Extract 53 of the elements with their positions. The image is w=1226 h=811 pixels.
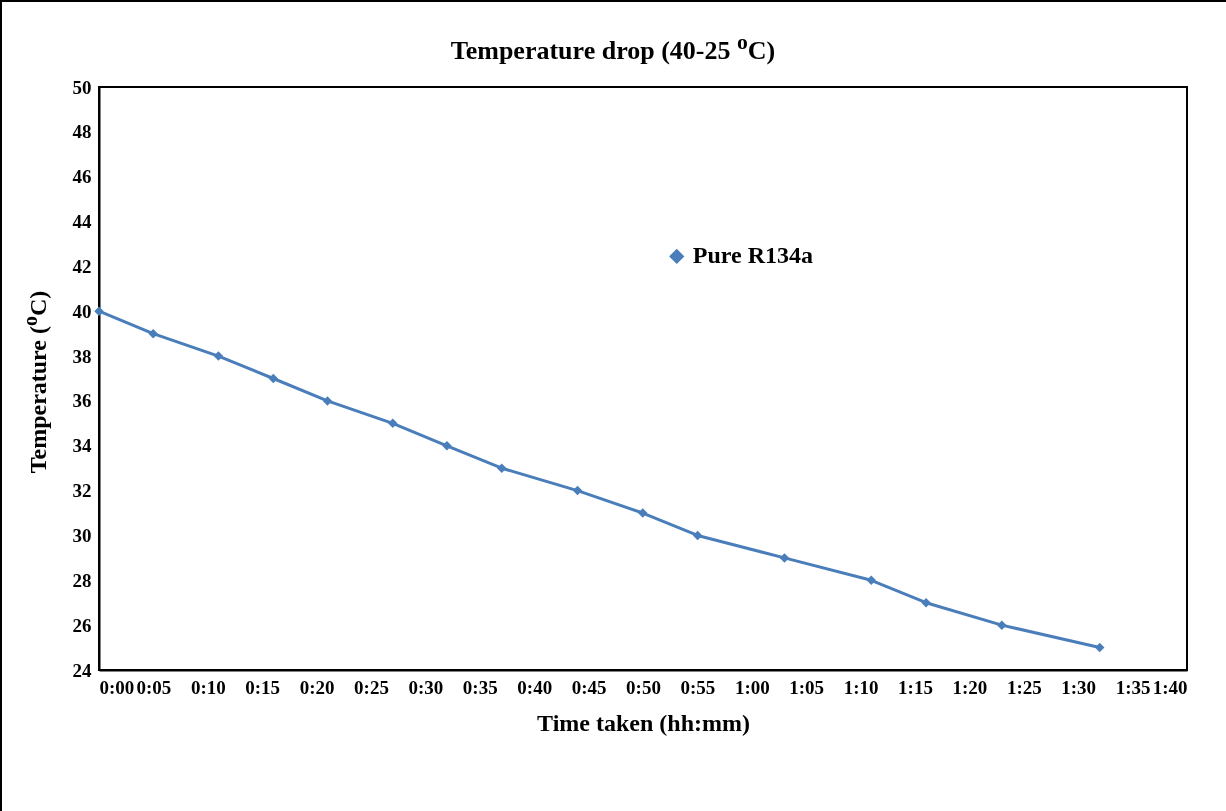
y-tick-label: 24 bbox=[72, 659, 92, 681]
point bbox=[779, 553, 790, 563]
x-tick-label: 1:40 bbox=[1152, 676, 1188, 698]
point bbox=[148, 328, 158, 339]
x-tick-label: 0:15 bbox=[245, 676, 281, 698]
y-tick-label: 28 bbox=[72, 569, 92, 591]
x-tick-label: 1:20 bbox=[952, 676, 988, 698]
chart-title: Temperature drop (40-25 $^{o}$C) bbox=[449, 30, 777, 66]
point bbox=[497, 463, 507, 473]
y-tick-label: 38 bbox=[72, 345, 92, 367]
x-tick-label: 1:15 bbox=[898, 676, 933, 698]
y-tick-label: 32 bbox=[72, 480, 92, 502]
x-tick-label: 0:40 bbox=[517, 676, 553, 698]
point bbox=[692, 530, 703, 541]
x-tick-label: 0:00 bbox=[99, 676, 135, 698]
point bbox=[442, 441, 452, 451]
x-tick-label: 0:45 bbox=[571, 676, 607, 698]
y-tick-label: 40 bbox=[72, 300, 92, 322]
point bbox=[388, 418, 398, 429]
x-tick-label: 0:20 bbox=[299, 676, 335, 698]
x-tick-label: 0:50 bbox=[626, 676, 661, 698]
y-tick-label: 36 bbox=[72, 390, 92, 412]
x-tick-label: 1:05 bbox=[789, 676, 825, 698]
y-tick-label: 42 bbox=[72, 255, 92, 277]
x-tick-label: 1:35 bbox=[1115, 676, 1151, 698]
x-tick-label: 0:10 bbox=[190, 676, 226, 698]
x-tick-label: 0:30 bbox=[408, 676, 444, 698]
y-tick-label: 44 bbox=[72, 211, 92, 233]
point bbox=[572, 485, 583, 496]
x-tick-label: 1:10 bbox=[843, 676, 879, 698]
point bbox=[322, 396, 333, 406]
y-tick-label: 30 bbox=[72, 524, 92, 546]
x-tick-label: 0:05 bbox=[136, 676, 172, 698]
point bbox=[997, 620, 1007, 630]
point bbox=[638, 508, 648, 518]
point bbox=[213, 351, 224, 361]
point bbox=[921, 597, 931, 608]
point bbox=[1094, 642, 1105, 653]
x-tick-label: 1:30 bbox=[1061, 676, 1097, 698]
x-tick-label: 1:00 bbox=[734, 676, 770, 698]
legend-label: Pure R134a bbox=[692, 242, 813, 269]
x-tick-label: 0:25 bbox=[354, 676, 389, 698]
y-tick-label: 50 bbox=[72, 76, 92, 98]
x-tick-label: 0:55 bbox=[680, 676, 716, 698]
x-tick-label: 1:25 bbox=[1006, 676, 1042, 698]
point bbox=[866, 575, 876, 586]
y-tick-label: 48 bbox=[72, 121, 92, 143]
y-tick-label: 34 bbox=[72, 435, 92, 457]
y-tick-label: 26 bbox=[72, 614, 92, 636]
point bbox=[268, 373, 279, 384]
y-tick-label: 46 bbox=[72, 166, 92, 188]
x-axis-title: Time taken (hh:mm) bbox=[537, 709, 750, 736]
x-tick-label: 0:35 bbox=[462, 676, 498, 698]
